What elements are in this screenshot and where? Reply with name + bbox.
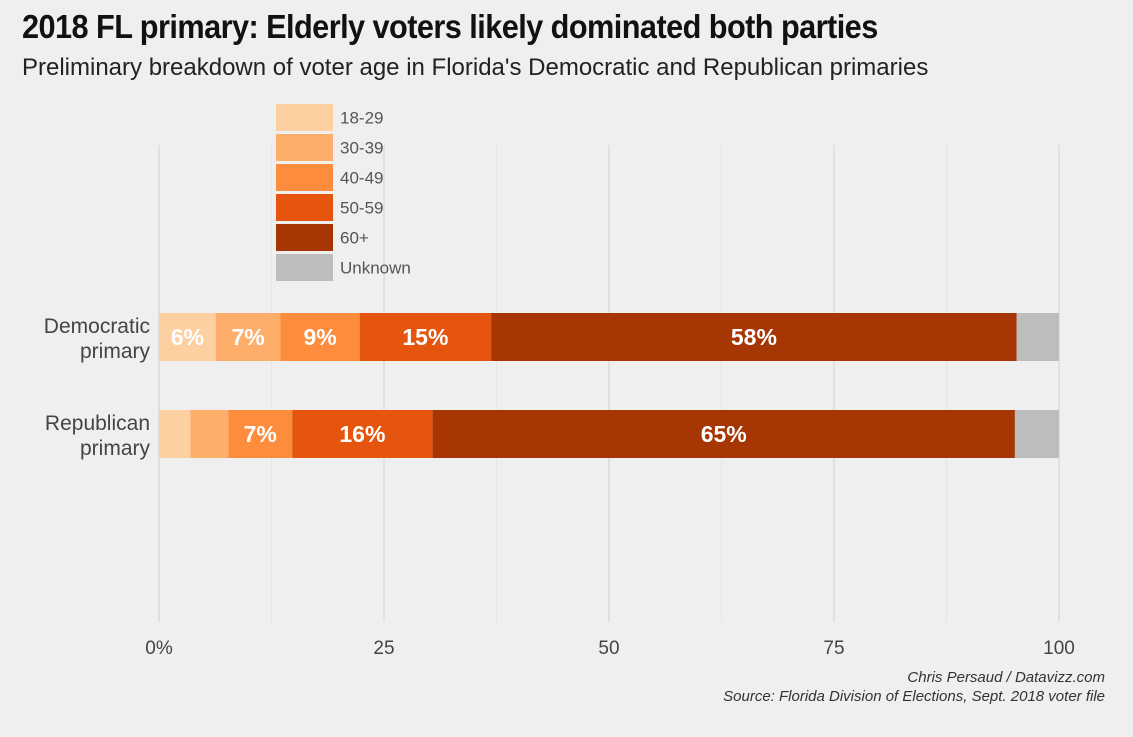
legend-label: 60+	[340, 229, 369, 248]
bar-segment-Unknown	[1016, 313, 1059, 361]
legend-swatch-50-59	[276, 194, 333, 221]
legend-swatch-Unknown	[276, 254, 333, 281]
x-tick-label: 75	[823, 638, 844, 659]
legend-label: 40-49	[340, 169, 383, 188]
bar-segment-40-49	[280, 313, 360, 361]
x-tick-label: 0%	[145, 638, 173, 659]
legend-swatch-18-29	[276, 104, 333, 131]
grid-lines	[158, 145, 1060, 622]
bar-segment-30-39	[215, 313, 281, 361]
source-note: Source: Florida Division of Elections, S…	[723, 688, 1105, 705]
bar-segment-60+	[432, 410, 1015, 458]
y-category-label: Democratic primary	[44, 315, 151, 363]
legend-swatch-40-49	[276, 164, 333, 191]
bars: 6% 7% 9% 15% 58% 7% 16% 65%	[159, 313, 1059, 458]
bar-value-label: 58%	[731, 324, 777, 350]
legend-label: 30-39	[340, 139, 383, 158]
bar-value-label: 7%	[244, 421, 277, 447]
y-category-label: Republican primary	[45, 412, 151, 460]
bar-value-label: 6%	[171, 324, 204, 350]
bar-value-label: 9%	[303, 324, 336, 350]
bar-segment-40-49	[228, 410, 293, 458]
author-credit: Chris Persaud / Datavizz.com	[907, 669, 1105, 686]
bar-segment-60+	[491, 313, 1017, 361]
axes: 0% 25 50 75 100 Democratic primary Republican pr…	[44, 315, 1075, 659]
legend-label: Unknown	[340, 259, 411, 278]
bar-value-label: 65%	[701, 421, 747, 447]
bar-segment-30-39	[190, 410, 229, 458]
bar-segment-18-29	[159, 313, 216, 361]
bar-segment-50-59	[359, 313, 492, 361]
chart-title: 2018 FL primary: Elderly voters likely d…	[22, 8, 878, 45]
legend-label: 18-29	[340, 109, 383, 128]
bar-segment-50-59	[292, 410, 433, 458]
chart-subtitle: Preliminary breakdown of voter age in Fl…	[22, 54, 929, 81]
legend-swatch-60+	[276, 224, 333, 251]
legend-label: 50-59	[340, 199, 383, 218]
bar-value-label: 16%	[339, 421, 385, 447]
x-tick-label: 50	[598, 638, 619, 659]
x-tick-label: 100	[1043, 638, 1075, 659]
bar-segment-Unknown	[1014, 410, 1059, 458]
bar-segment-18-29	[159, 410, 191, 458]
legend-swatch-30-39	[276, 134, 333, 161]
legend: 18-29 30-39 40-49 50-59 60+ Unknown	[276, 104, 411, 281]
bar-value-label: 7%	[231, 324, 264, 350]
bar-value-label: 15%	[402, 324, 448, 350]
x-tick-label: 25	[373, 638, 394, 659]
